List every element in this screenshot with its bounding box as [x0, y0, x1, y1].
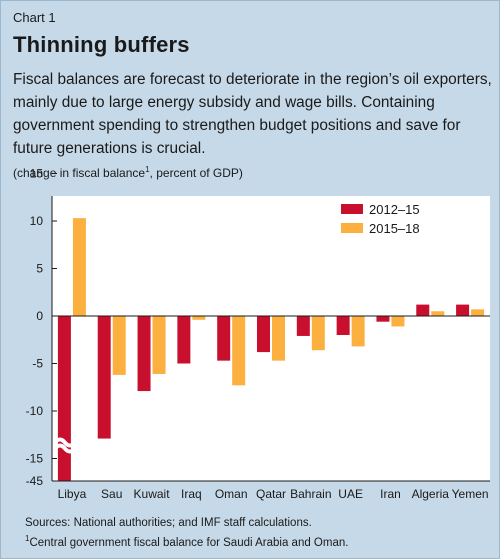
bar-2015-18 [391, 316, 405, 327]
bar-2012-15 [57, 316, 71, 481]
y-tick-label: -15 [26, 452, 44, 466]
x-category-label: Yemen [452, 487, 489, 501]
x-category-label: Qatar [256, 487, 286, 501]
bar-2015-18 [272, 316, 285, 361]
x-category-label: Bahrain [290, 487, 331, 501]
unit-note-before: (change in fiscal balance [13, 166, 146, 180]
unit-note-marker: 1 [145, 165, 150, 174]
footnote-marker: 1 [25, 534, 30, 543]
bar-2015-18 [351, 316, 365, 347]
bar-2015-18 [232, 316, 246, 386]
y-tick-label: 15 [30, 167, 44, 181]
chart-title: Thinning buffers [13, 32, 190, 57]
bar-2015-18 [311, 316, 325, 351]
legend-label: 2015–18 [369, 221, 420, 236]
axis-break-lower [53, 443, 77, 454]
x-category-label: Algeria [412, 487, 450, 501]
bar-2012-15 [416, 304, 430, 316]
legend-swatch [341, 223, 363, 233]
bar-2012-15 [257, 316, 270, 353]
unit-note: (change in fiscal balance1, percent of G… [13, 165, 243, 180]
bar-2012-15 [97, 316, 111, 439]
y-tick-label: 5 [36, 262, 43, 276]
bar-2012-15 [376, 316, 390, 322]
y-tick-label: -10 [26, 404, 44, 418]
bar-2012-15 [177, 316, 191, 364]
y-tick-label: -5 [32, 357, 43, 371]
bar-2015-18 [192, 316, 206, 320]
x-category-label: Oman [215, 487, 248, 501]
unit-note-after: , percent of GDP) [149, 166, 243, 180]
bar-2012-15 [336, 316, 350, 335]
x-category-label: UAE [338, 487, 363, 501]
axis-break-upper [53, 437, 77, 448]
x-category-label: Sau [101, 487, 122, 501]
footnote-text: Central government fiscal balance for Sa… [29, 536, 349, 549]
chart-number: Chart 1 [13, 10, 56, 25]
legend-label: 2012–15 [369, 202, 420, 217]
x-category-label: Libya [58, 487, 87, 501]
y-tick-label: 10 [30, 214, 44, 228]
sources-note: Sources: National authorities; and IMF s… [25, 517, 312, 529]
y-tick-label: 0 [36, 309, 43, 323]
x-category-label: Iraq [181, 487, 202, 501]
bar-2015-18 [152, 316, 166, 374]
chart-subtitle: Fiscal balances are forecast to deterior… [13, 71, 492, 157]
bar-2012-15 [137, 316, 151, 392]
legend-swatch [341, 204, 363, 214]
bar-2015-18 [471, 309, 485, 316]
y-tick-label: -45 [26, 474, 44, 488]
bar-2012-15 [456, 304, 470, 316]
footnote: 1Central government fiscal balance for S… [25, 534, 348, 549]
bar-2015-18 [112, 316, 126, 375]
bar-2015-18 [72, 218, 86, 316]
bar-2012-15 [296, 316, 310, 336]
x-category-label: Kuwait [134, 487, 171, 501]
bar-2015-18 [431, 311, 445, 316]
x-category-label: Iran [380, 487, 401, 501]
bar-2012-15 [217, 316, 231, 361]
